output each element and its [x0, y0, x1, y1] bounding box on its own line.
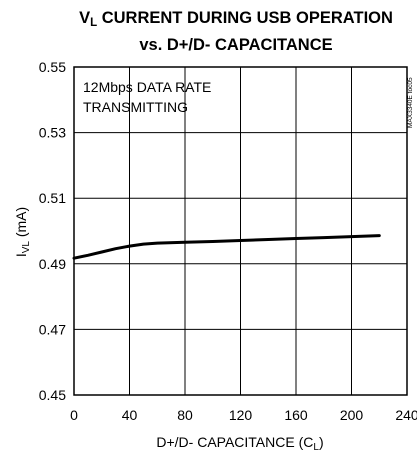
y-label-main: I [13, 253, 29, 257]
x-label-main: D+/D- CAPACITANCE (C [156, 434, 313, 450]
x-tick-label: 120 [229, 407, 253, 423]
x-tick-label: 0 [70, 407, 78, 423]
y-tick-label: 0.55 [39, 59, 66, 75]
x-label-end: ) [319, 434, 324, 450]
y-label-rest: (mA) [13, 207, 29, 241]
annotation-data-rate: 12Mbps DATA RATE [83, 79, 211, 95]
y-label-sub: VL [21, 241, 32, 254]
x-tick-label: 40 [122, 407, 138, 423]
y-tick-labels: 0.45 0.47 0.49 0.51 0.53 0.55 [39, 59, 66, 403]
y-tick-label: 0.45 [39, 387, 66, 403]
y-tick-label: 0.51 [39, 190, 66, 206]
y-tick-label: 0.49 [39, 256, 66, 272]
x-tick-label: 80 [177, 407, 193, 423]
y-tick-label: 0.53 [39, 125, 66, 141]
x-label-sub: L [313, 442, 319, 453]
grid [74, 67, 407, 395]
x-axis-label: D+/D- CAPACITANCE (CL) [156, 434, 323, 453]
y-tick-label: 0.47 [39, 321, 66, 337]
chart-title-line1: VL CURRENT DURING USB OPERATION [79, 9, 393, 29]
series-line [72, 234, 381, 260]
part-number: MAX3340E toc05 [407, 77, 414, 128]
title-rest: CURRENT DURING USB OPERATION [97, 9, 393, 27]
x-tick-label: 200 [340, 407, 364, 423]
x-tick-label: 240 [395, 407, 417, 423]
title-symbol: V [79, 9, 90, 27]
title-subscript: L [90, 17, 97, 29]
y-axis-label: IVL (mA) [13, 207, 32, 257]
annotation-transmitting: TRANSMITTING [83, 99, 188, 115]
x-tick-label: 160 [284, 407, 308, 423]
x-tick-labels: 0 40 80 120 160 200 240 [70, 407, 417, 423]
chart-title-line2: vs. D+/D- CAPACITANCE [139, 36, 332, 54]
